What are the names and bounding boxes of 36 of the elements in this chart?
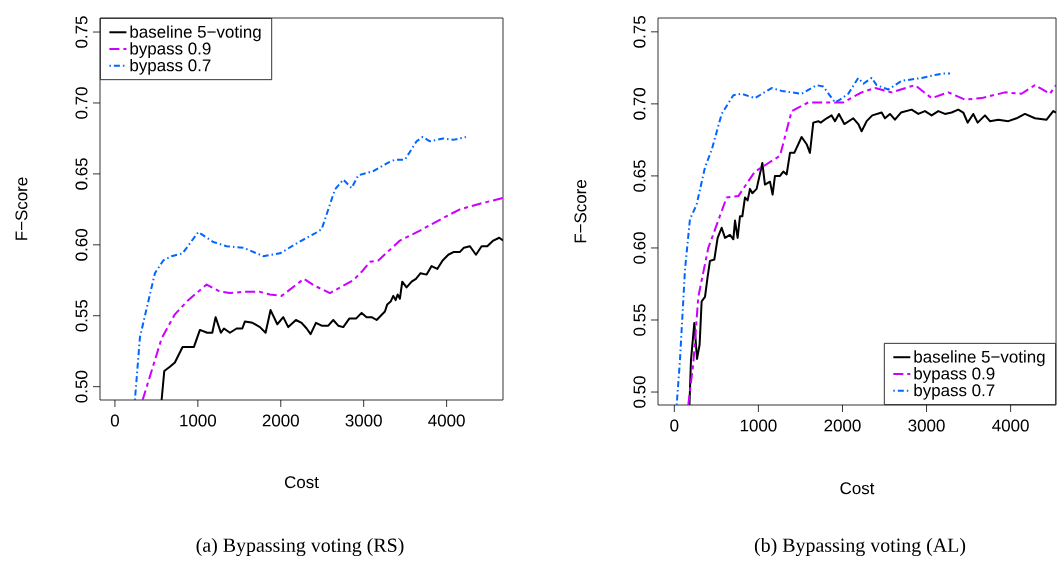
y-tick-label: 0.75 (633, 16, 646, 48)
line-series (141, 197, 503, 401)
x-tick-label: 2000 (824, 419, 861, 432)
x-axis-title: Cost (284, 476, 319, 489)
y-tick-label: 0.70 (633, 88, 646, 120)
y-tick-label: 0.50 (633, 376, 646, 408)
y-tick-label: 0.65 (633, 160, 646, 192)
x-tick-label: 4000 (992, 419, 1029, 432)
y-tick-label: 0.50 (75, 370, 88, 403)
x-tick-label: 4000 (428, 414, 465, 427)
legend-label: bypass 0.9 (914, 367, 995, 383)
x-axis-title: Cost (840, 482, 875, 495)
y-tick-label: 0.55 (75, 299, 88, 332)
legend-label: bypass 0.7 (914, 383, 995, 400)
legend-label: baseline 5−voting (914, 350, 1045, 367)
x-tick-label: 0 (670, 419, 679, 432)
legend-label: bypass 0.9 (130, 42, 211, 58)
text: (a) Bypassing voting (RS) (196, 537, 404, 557)
y-tick-label: 0.60 (633, 232, 646, 264)
x-tick-label: 3000 (908, 419, 945, 432)
y-axis-title: F−Score (574, 180, 587, 243)
x-tick-label: 1000 (740, 419, 777, 432)
y-tick-label: 0.55 (633, 304, 646, 336)
y-axis-title: F−Score (15, 177, 28, 240)
legend-label: bypass 0.7 (130, 58, 211, 75)
line-series (133, 136, 467, 401)
x-tick-label: 3000 (345, 414, 382, 427)
x-tick-label: 0 (110, 414, 119, 427)
x-tick-label: 1000 (180, 414, 217, 427)
y-tick-label: 0.70 (75, 87, 88, 119)
y-tick-label: 0.65 (75, 158, 88, 190)
x-tick-label: 2000 (262, 414, 299, 427)
legend-label: baseline 5−voting (130, 25, 261, 42)
y-tick-label: 0.75 (75, 16, 88, 48)
y-tick-label: 0.60 (75, 229, 88, 261)
text: (b) Bypassing voting (AL) (754, 537, 966, 557)
